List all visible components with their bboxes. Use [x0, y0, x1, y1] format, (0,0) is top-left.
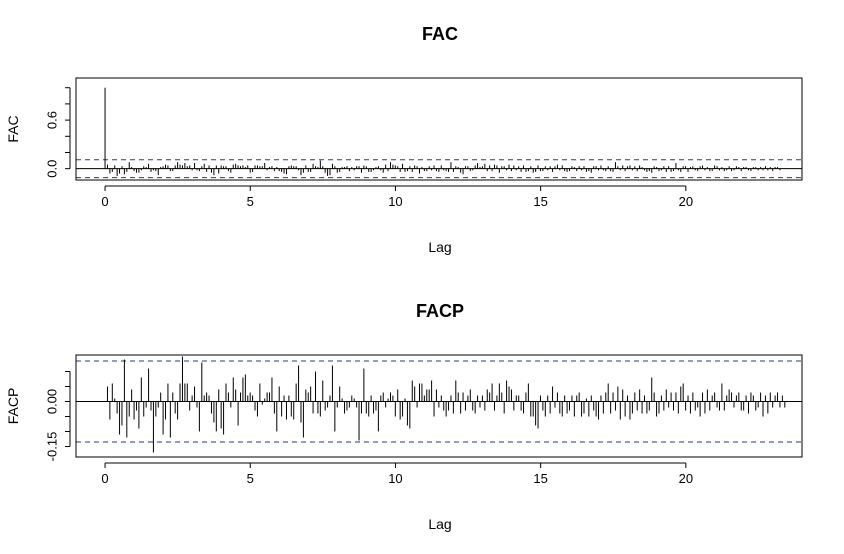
- facp-x-tick-label: 10: [388, 471, 402, 486]
- fac-y-tick-label: 0.6: [45, 111, 60, 129]
- fac-y-tick-label: 0.0: [45, 160, 60, 178]
- fac-bars: [104, 87, 781, 176]
- fac-y-axis-label: FAC: [5, 115, 21, 142]
- fac-x-tick-label: 15: [533, 194, 547, 209]
- fac-title: FAC: [422, 24, 458, 44]
- facp-y-axis-label: FACP: [5, 388, 21, 425]
- fac-x-tick-label: 5: [247, 194, 254, 209]
- facp-x-axis: 0 5 10 15 20: [101, 462, 693, 486]
- facp-panel: FACP -0.15 0.00 0 5 10 15 20 Lag FACP: [5, 301, 803, 532]
- facp-x-tick-label: 0: [101, 471, 108, 486]
- facp-x-axis-label: Lag: [428, 516, 451, 532]
- facp-x-tick-label: 15: [533, 471, 547, 486]
- facp-y-axis: -0.15 0.00: [45, 371, 71, 462]
- fac-panel: FAC 0.0 0.6 0 5 10 15 20 Lag FAC: [5, 24, 803, 255]
- facp-y-tick-label: 0.00: [45, 389, 60, 414]
- facp-x-tick-label: 5: [247, 471, 254, 486]
- fac-x-axis: 0 5 10 15 20: [101, 185, 693, 209]
- fac-plot-frame: [75, 77, 803, 181]
- fac-y-axis: 0.0 0.6: [45, 87, 71, 178]
- facp-x-tick-label: 20: [679, 471, 693, 486]
- facp-plot-frame: [75, 354, 803, 458]
- fac-x-axis-label: Lag: [428, 239, 451, 255]
- fac-x-tick-label: 0: [101, 194, 108, 209]
- fac-x-tick-label: 10: [388, 194, 402, 209]
- facp-bars: [106, 356, 786, 453]
- fac-x-tick-label: 20: [679, 194, 693, 209]
- facp-y-tick-label: -0.15: [45, 432, 60, 462]
- facp-title: FACP: [416, 301, 464, 321]
